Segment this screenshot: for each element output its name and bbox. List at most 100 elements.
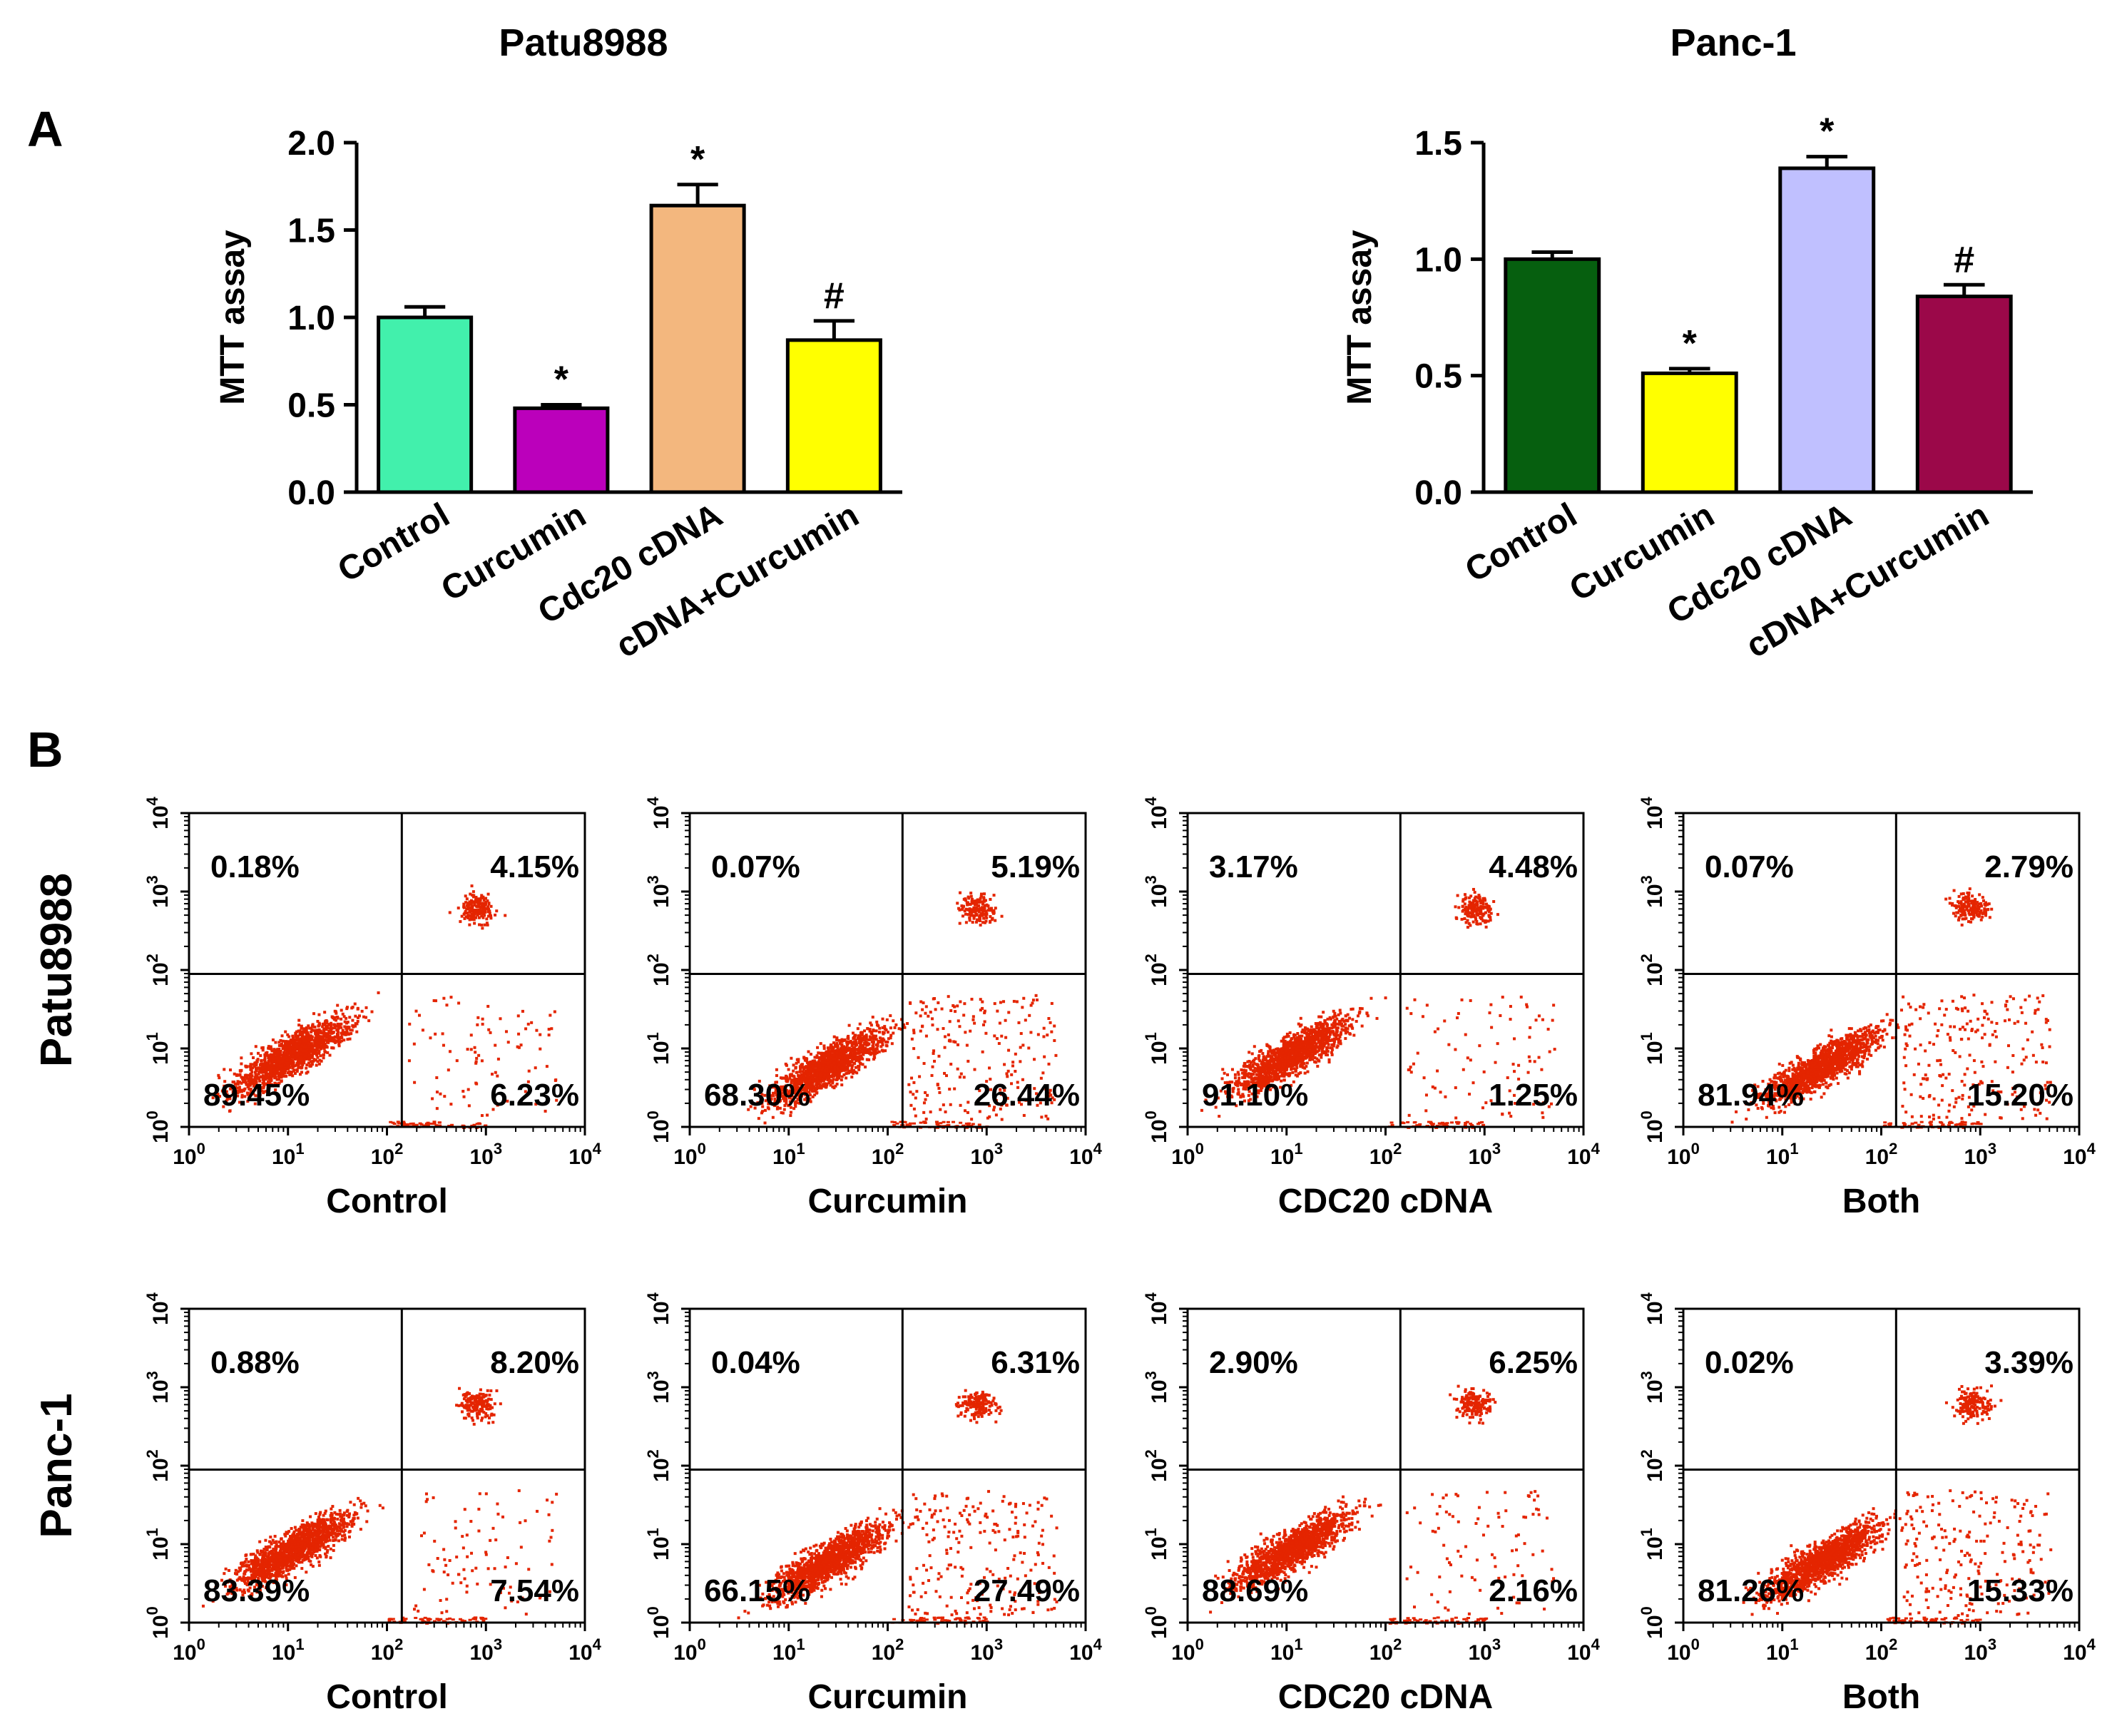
event-dot [462,902,466,906]
event-dot [1005,1103,1009,1107]
event-dot [249,1063,252,1066]
event-dot [253,1088,257,1092]
event-dot [1326,1053,1330,1057]
event-dot [465,897,469,901]
event-dot [293,1064,297,1068]
event-dot [770,1098,773,1101]
event-dot [483,914,486,917]
event-dot [954,1041,957,1044]
event-dot [1348,1016,1352,1020]
event-dot [1313,1056,1317,1059]
event-dot [910,1076,914,1080]
event-dot [803,1080,807,1083]
event-dot [957,1019,960,1023]
event-dot [834,1045,837,1048]
event-dot [795,1083,799,1086]
event-dot [481,916,485,919]
event-dot [930,1017,934,1021]
event-dot [1309,1032,1312,1036]
event-dot [482,898,486,902]
event-dot [826,1046,830,1050]
event-dot [504,1030,508,1033]
event-dot [270,1083,273,1086]
event-dot [1247,1072,1250,1076]
event-dot [499,1017,502,1021]
event-dot [250,1071,254,1074]
event-dot [1010,1073,1014,1076]
event-dot [959,1000,962,1004]
event-dot [979,897,982,900]
event-dot [277,1043,281,1047]
event-dot [782,1099,786,1103]
event-dot [293,1058,297,1061]
event-dot [255,1066,258,1070]
event-dot [257,1072,260,1076]
event-dot [462,912,466,916]
event-dot [240,1062,243,1066]
event-dot [243,1078,247,1082]
event-dot [474,900,478,904]
event-dot [517,1032,521,1036]
event-dot [439,1092,442,1096]
event-dot [797,1060,800,1063]
event-dot [286,1063,290,1066]
event-dot [457,1001,461,1005]
event-dot [914,1011,918,1015]
event-dot [445,1004,449,1007]
event-dot [872,1048,875,1051]
event-dot [864,1039,867,1043]
event-dot [969,909,973,913]
event-dot [784,1084,787,1088]
event-dot [235,1086,239,1090]
event-dot [972,906,976,909]
event-dot [276,1050,280,1053]
y-tick-label: 2.0 [287,125,335,163]
event-dot [815,1054,819,1058]
event-dot [1003,1088,1006,1092]
event-dot [251,1078,255,1082]
event-dot [902,1023,905,1026]
event-dot [316,1044,320,1048]
event-dot [872,1028,875,1032]
event-dot [223,1084,226,1088]
event-dot [325,1021,328,1025]
event-dot [1049,1088,1052,1092]
event-dot [1344,1014,1347,1018]
event-dot [776,1106,780,1109]
event-dot [948,1088,952,1091]
event-dot [783,1104,787,1108]
event-dot [261,1063,265,1067]
y-tick-label: 1.5 [1414,125,1462,163]
event-dot [767,1107,770,1110]
event-dot [310,1056,314,1059]
event-dot [313,1025,317,1028]
event-dot [1330,1053,1334,1056]
event-dot [323,1011,327,1014]
event-dot [476,913,479,916]
event-dot [294,1043,297,1046]
event-dot [245,1091,249,1095]
event-dot [912,1107,916,1110]
event-dot [971,1015,975,1018]
event-dot [908,1124,912,1127]
event-dot [480,904,484,907]
event-dot [846,1064,850,1068]
event-dot [340,1036,344,1040]
event-dot [1312,1040,1316,1043]
event-dot [961,1124,966,1127]
event-dot [1224,1091,1228,1095]
event-dot [342,1031,345,1034]
event-dot [285,1058,289,1062]
event-dot [822,1046,826,1050]
event-dot [823,1069,827,1073]
event-dot [1278,1057,1282,1061]
event-dot [792,1084,796,1088]
event-dot [238,1081,242,1084]
event-dot [270,1078,273,1082]
event-dot [850,1061,854,1064]
event-dot [857,1059,861,1063]
event-dot [260,1089,263,1093]
event-dot [271,1063,275,1067]
event-dot [307,1058,311,1061]
event-dot [405,1123,409,1125]
